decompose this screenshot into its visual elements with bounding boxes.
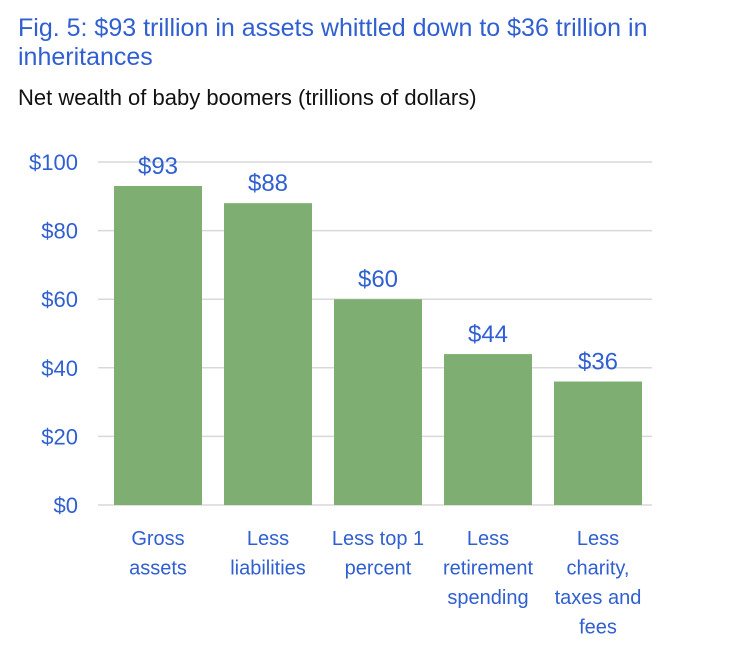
x-category-label: Less top 1 percent [332,528,424,580]
bar [554,381,642,505]
bar-value-label: $60 [358,266,398,293]
y-tick-label: $80 [41,219,78,244]
y-axis-ticks: $0 $20 $40 $60 $80 $100 [29,150,78,518]
bar [444,354,532,505]
x-category-label: Gross assets [129,528,187,580]
x-category-label: Less retirement spending [443,528,533,609]
chart-subtitle: Net wealth of baby boomers (trillions of… [18,85,477,110]
bar-value-label: $36 [578,349,618,376]
category-labels: Gross assets Less liabilities Less top 1 perc… [129,528,641,639]
x-category-label: Less charity, taxes and fees [555,528,642,639]
bars [114,186,642,505]
y-tick-label: $40 [41,356,78,381]
bar [114,186,202,505]
bar-value-label: $88 [248,170,288,197]
value-labels: $93 $88 $60 $44 $36 [138,153,618,376]
bar-value-label: $93 [138,153,178,180]
bar [224,203,312,505]
bar-value-label: $44 [468,321,508,348]
y-tick-label: $60 [41,287,78,312]
chart-title: Fig. 5: $93 trillion in assets whittled … [18,14,648,71]
x-category-label: Less liabilities [230,528,306,580]
y-tick-label: $0 [54,493,78,518]
y-tick-label: $20 [41,424,78,449]
bar [334,299,422,505]
y-tick-label: $100 [29,150,78,175]
